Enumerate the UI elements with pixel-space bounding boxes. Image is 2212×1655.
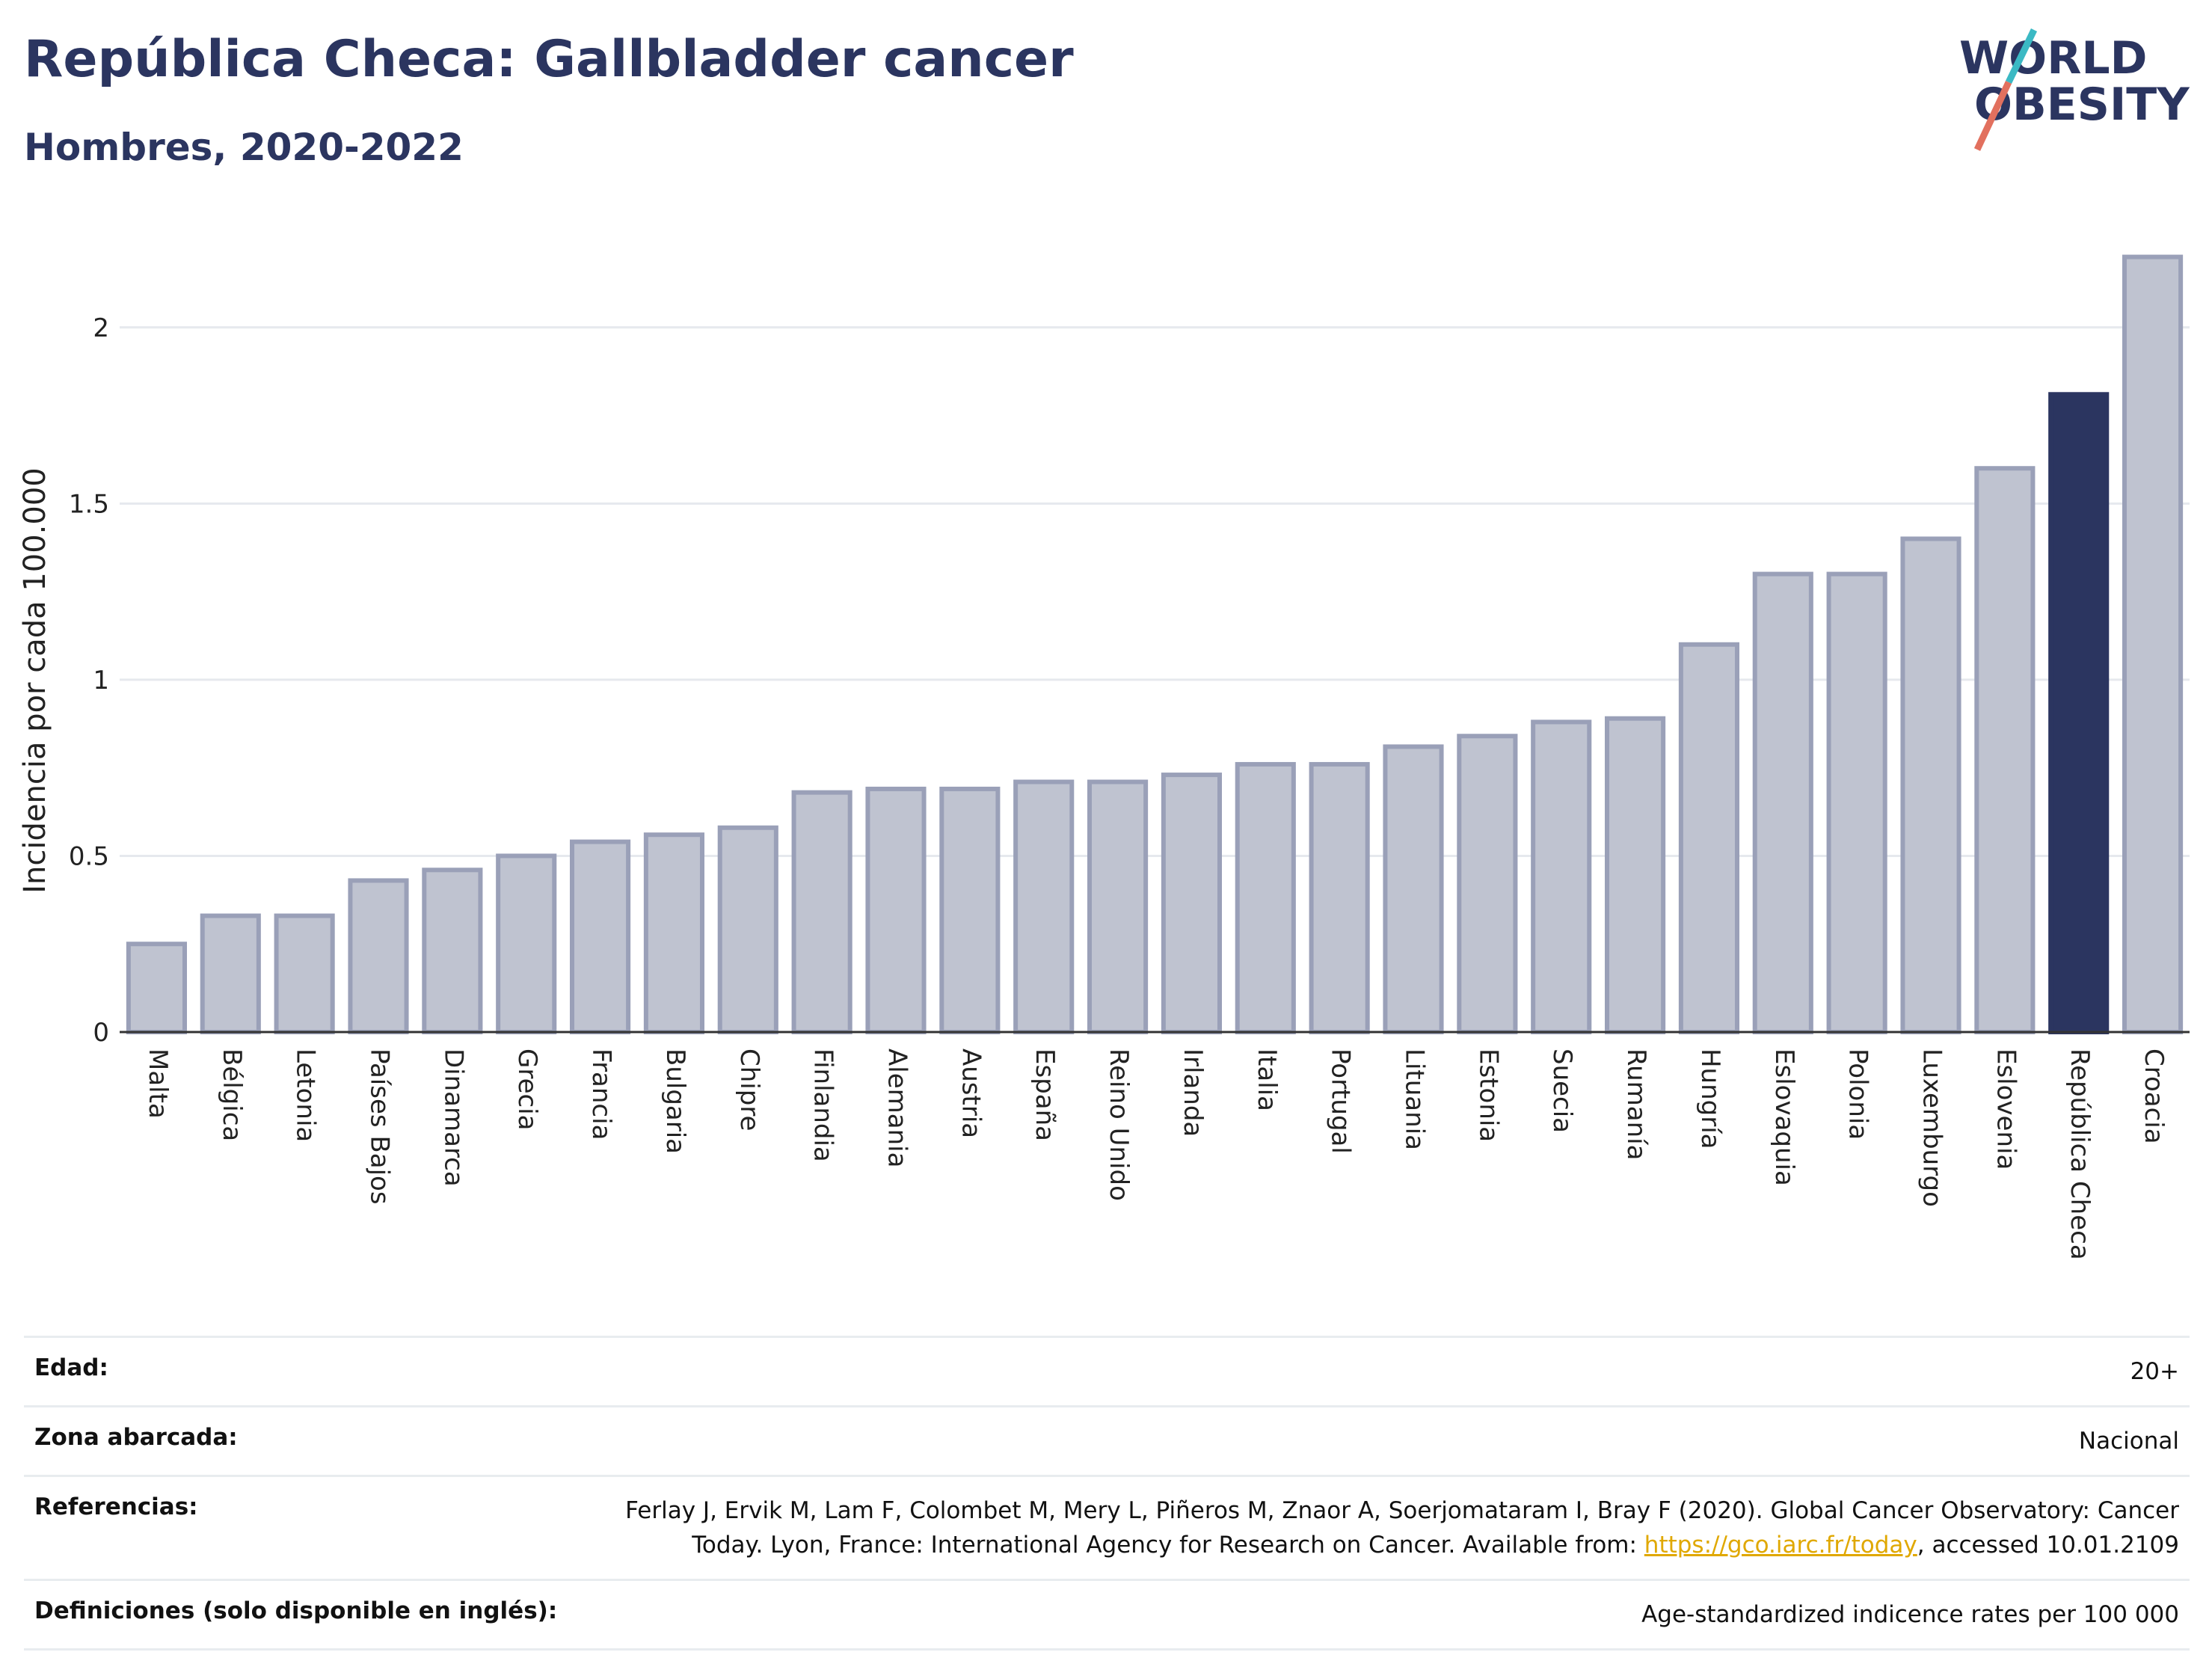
meta-label-age: Edad: xyxy=(34,1354,108,1381)
category-label: Malta xyxy=(143,1048,173,1119)
category-label: Luxemburgo xyxy=(1917,1048,1947,1207)
logo-slash-teal xyxy=(2005,28,2038,84)
category-label: España xyxy=(1030,1048,1060,1141)
category-label: Hungría xyxy=(1695,1048,1725,1149)
bar xyxy=(570,839,631,1034)
y-tick-label: 2 xyxy=(93,313,109,343)
bar xyxy=(1605,716,1666,1034)
category-label: Letonia xyxy=(291,1048,321,1142)
reference-text-post: , accessed 10.01.2109 xyxy=(1917,1532,2179,1559)
bar xyxy=(200,913,261,1034)
category-label: Francia xyxy=(586,1048,616,1140)
y-tick-label: 0 xyxy=(93,1018,109,1048)
category-label: Polonia xyxy=(1843,1048,1873,1140)
category-label: Eslovaquia xyxy=(1769,1048,1799,1186)
bar xyxy=(496,853,557,1035)
bar xyxy=(1457,734,1518,1034)
bar xyxy=(1826,571,1887,1034)
category-label: Países Bajos xyxy=(365,1048,395,1205)
bar xyxy=(422,868,483,1035)
bar xyxy=(1161,773,1222,1034)
category-label: Eslovenia xyxy=(1991,1048,2021,1170)
meta-row-area: Zona abarcada: Nacional xyxy=(24,1405,2190,1475)
meta-row-age: Edad: 20+ xyxy=(24,1336,2190,1405)
metadata-table: Edad: 20+ Zona abarcada: Nacional Refere… xyxy=(24,1336,2190,1651)
bar xyxy=(1087,779,1149,1034)
category-label: Lituania xyxy=(1400,1048,1430,1150)
bar xyxy=(1752,571,1813,1034)
bar xyxy=(643,832,704,1034)
meta-value-definitions: Age-standardized indicence rates per 100… xyxy=(1641,1601,2179,1628)
y-tick-label: 1 xyxy=(93,666,109,696)
category-label: Grecia xyxy=(512,1048,542,1130)
category-label: Irlanda xyxy=(1178,1048,1208,1137)
logo-word-world: WORLD xyxy=(1959,32,2147,85)
bar xyxy=(791,790,852,1034)
bar xyxy=(1383,744,1444,1035)
logo-word-obesity: OBESITY xyxy=(1974,79,2190,131)
category-label: Suecia xyxy=(1547,1048,1577,1133)
bar xyxy=(2122,254,2184,1034)
bar xyxy=(1013,779,1075,1034)
bar xyxy=(126,942,187,1034)
category-label: Rumanía xyxy=(1621,1048,1651,1160)
bars xyxy=(126,254,2184,1035)
bar-chart: 0 0.5 1 1.5 2 Malta Bélgica Letonia Países Bajo… xyxy=(18,254,2190,1260)
chart-title: República Checa: Gallbladder cancer xyxy=(24,30,1074,89)
bar-highlighted xyxy=(2048,392,2110,1034)
meta-label-definitions: Definiciones (solo disponible en inglés)… xyxy=(34,1597,558,1624)
category-label: República Checa xyxy=(2065,1048,2095,1260)
bar xyxy=(939,786,1001,1035)
meta-value-references: Ferlay J, Ervik M, Lam F, Colombet M, Me… xyxy=(625,1493,2179,1562)
meta-row-definitions: Definiciones (solo disponible en inglés)… xyxy=(24,1579,2190,1651)
bar xyxy=(717,825,778,1035)
category-label: Bélgica xyxy=(217,1048,247,1141)
meta-label-area: Zona abarcada: xyxy=(34,1424,238,1451)
category-label: Dinamarca xyxy=(438,1048,468,1187)
category-label: Estonia xyxy=(1473,1048,1503,1142)
reference-text-pre: Today. Lyon, France: International Agenc… xyxy=(692,1532,1644,1559)
category-label: Alemania xyxy=(882,1048,912,1167)
logo-slash-coral xyxy=(1973,81,2012,151)
meta-value-area: Nacional xyxy=(2078,1428,2179,1455)
world-obesity-logo: WORLD OBESITY xyxy=(1959,28,2190,151)
bar xyxy=(1974,466,2036,1034)
category-label: Reino Unido xyxy=(1104,1048,1134,1201)
meta-label-references: Referencias: xyxy=(34,1493,198,1520)
y-tick-label: 0.5 xyxy=(69,841,109,871)
category-label: Bulgaria xyxy=(660,1048,690,1154)
bar xyxy=(348,878,409,1035)
category-label: Croacia xyxy=(2139,1048,2169,1144)
bar xyxy=(865,786,927,1035)
meta-row-references: Referencias: Ferlay J, Ervik M, Lam F, C… xyxy=(24,1475,2190,1579)
reference-text-line1: Ferlay J, Ervik M, Lam F, Colombet M, Me… xyxy=(625,1497,2179,1524)
bar xyxy=(1900,536,1961,1034)
chart-subtitle: Hombres, 2020-2022 xyxy=(24,126,464,169)
category-label: Finlandia xyxy=(808,1048,838,1162)
category-label: Chipre xyxy=(734,1048,764,1131)
bar xyxy=(1531,719,1592,1035)
y-tick-label: 1.5 xyxy=(69,489,109,519)
reference-link[interactable]: https://gco.iarc.fr/today xyxy=(1644,1532,1917,1559)
category-label: Portugal xyxy=(1326,1048,1356,1154)
category-labels: Malta Bélgica Letonia Países Bajos Dinamarca… xyxy=(143,1048,2169,1260)
bar xyxy=(274,913,335,1034)
bar xyxy=(1309,761,1370,1034)
bar xyxy=(1678,642,1739,1034)
meta-value-age: 20+ xyxy=(2130,1358,2179,1385)
category-label: Italia xyxy=(1252,1048,1282,1111)
y-axis-title: Incidencia por cada 100.000 xyxy=(18,467,52,894)
category-label: Austria xyxy=(956,1048,986,1138)
y-tick-labels: 0 0.5 1 1.5 2 xyxy=(69,313,109,1048)
bar xyxy=(1235,761,1296,1034)
